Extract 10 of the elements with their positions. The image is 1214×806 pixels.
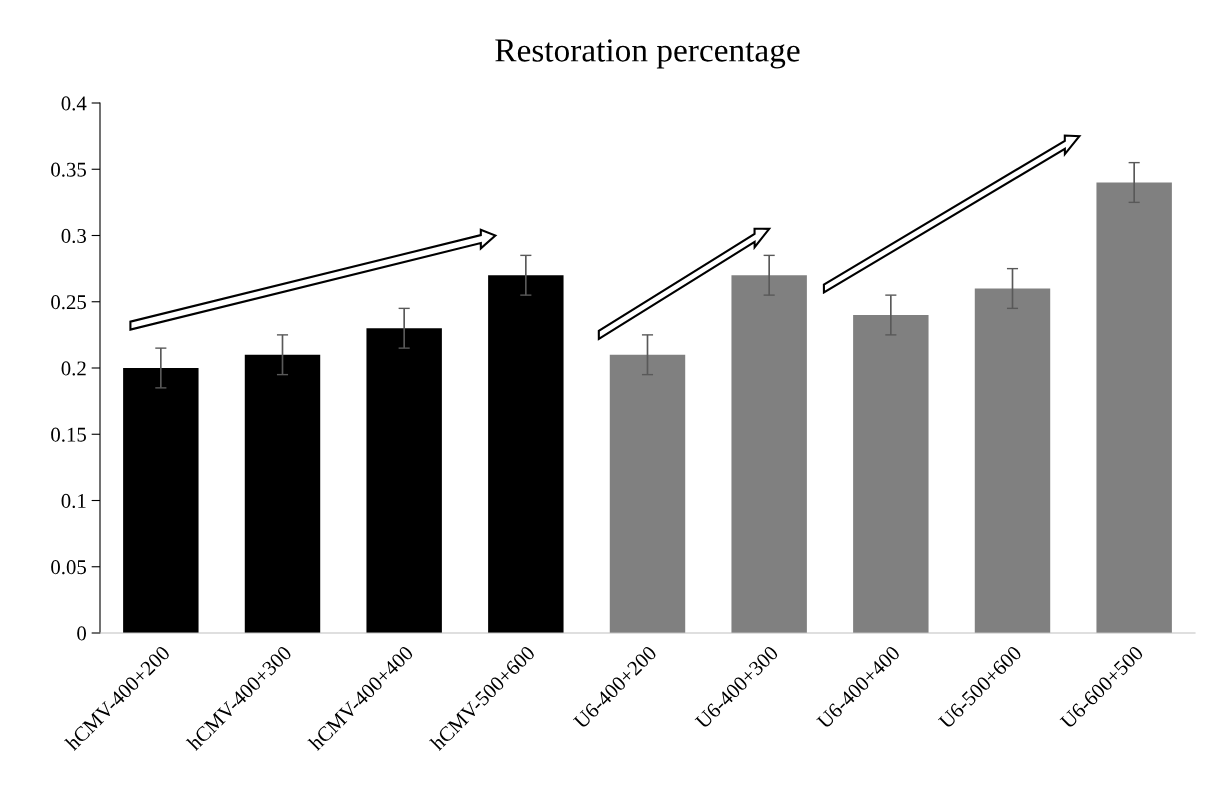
y-tick-label: 0.4 — [61, 96, 87, 111]
y-tick-label: 0.15 — [51, 427, 86, 442]
y-tick-label: 0.3 — [61, 228, 86, 244]
y-tick-label: 0.2 — [61, 361, 86, 376]
y-tick-label: 0.1 — [61, 493, 86, 509]
chart-title: Restoration percentage — [495, 39, 800, 69]
y-tick-label: 0 — [77, 626, 87, 641]
y-tick-label: 0.25 — [51, 295, 86, 310]
y-tick-label: 0.35 — [51, 162, 86, 177]
y-tick-label: 0.05 — [51, 560, 86, 575]
